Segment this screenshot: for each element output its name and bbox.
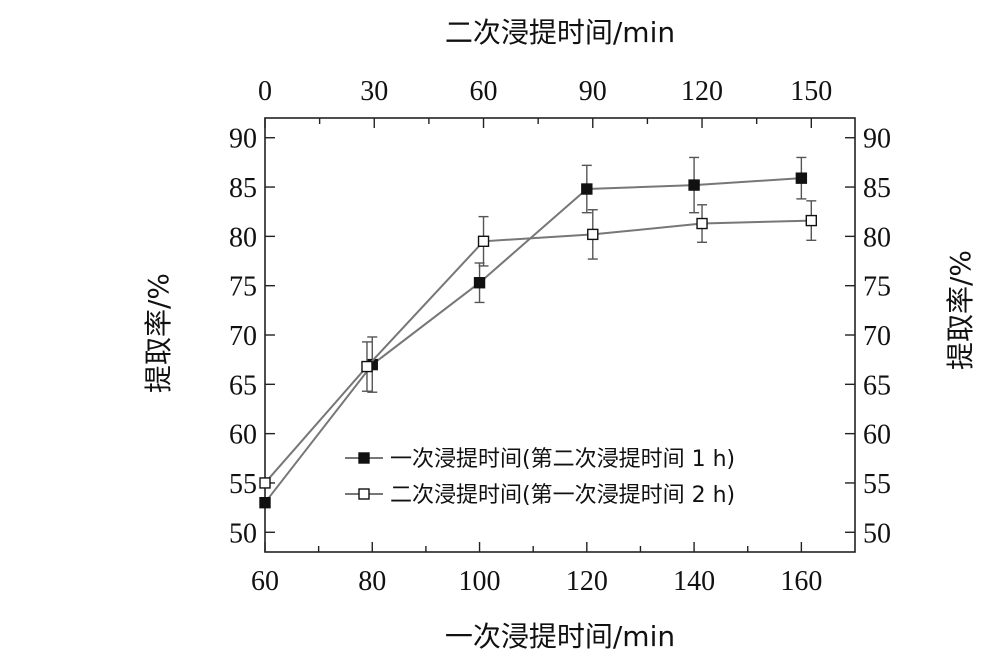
x-top-title: 二次浸提时间/min xyxy=(445,16,675,49)
x-top-tick-label: 30 xyxy=(360,76,388,107)
y-left-tick-label: 50 xyxy=(229,518,257,549)
legend-label: 二次浸提时间(第一次浸提时间 2 h) xyxy=(390,483,735,508)
y-left-title: 提取率/% xyxy=(142,273,175,393)
data-point xyxy=(688,179,700,191)
x-top-tick-label: 60 xyxy=(470,76,498,107)
x-bottom-tick-label: 100 xyxy=(459,566,501,597)
data-point xyxy=(259,477,271,489)
x-bottom-tick-label: 60 xyxy=(251,566,279,597)
data-point xyxy=(795,172,808,184)
x-bottom-tick-label: 140 xyxy=(673,566,715,597)
y-left-tick-label: 85 xyxy=(229,173,257,204)
series-layer xyxy=(259,156,817,509)
y-right-tick-label: 70 xyxy=(863,321,891,352)
y-right-title: 提取率/% xyxy=(944,250,977,370)
series-2 xyxy=(259,200,817,489)
data-point xyxy=(587,228,599,241)
y-left-tick-label: 75 xyxy=(229,272,257,303)
series-line xyxy=(264,219,812,484)
data-point xyxy=(473,277,486,289)
y-left-tick-label: 70 xyxy=(229,321,257,352)
bottom-axis: 60 80 100 120 140 160 xyxy=(251,542,822,597)
y-right-tick-label: 90 xyxy=(863,124,891,155)
data-point xyxy=(477,235,490,247)
data-point xyxy=(696,217,708,230)
y-right-tick-label: 65 xyxy=(863,370,891,401)
legend: 一次浸提时间(第二次浸提时间 1 h) 二次浸提时间(第一次浸提时间 2 h) xyxy=(345,447,735,508)
y-right-tick-label: 75 xyxy=(863,272,891,303)
series-line xyxy=(264,177,802,504)
right-axis: 50 55 60 65 70 75 80 85 90 xyxy=(845,124,891,549)
data-point xyxy=(361,360,373,373)
y-left-tick-label: 80 xyxy=(229,222,257,253)
y-right-tick-label: 55 xyxy=(863,469,891,500)
data-point xyxy=(581,183,593,195)
y-left-tick-label: 60 xyxy=(229,420,257,451)
data-point xyxy=(259,496,271,509)
x-bottom-tick-label: 120 xyxy=(566,566,608,597)
x-bottom-tick-label: 160 xyxy=(780,566,822,597)
y-right-tick-label: 50 xyxy=(863,518,891,549)
x-top-tick-label: 90 xyxy=(579,76,607,107)
x-top-tick-label: 120 xyxy=(681,76,723,107)
x-top-tick-label: 0 xyxy=(258,76,272,107)
top-axis: 0 30 60 90 120 150 xyxy=(258,76,832,128)
y-left-tick-label: 55 xyxy=(229,469,257,500)
y-right-tick-label: 85 xyxy=(863,173,891,204)
x-bottom-title: 一次浸提时间/min xyxy=(445,620,675,653)
legend-label: 一次浸提时间(第二次浸提时间 1 h) xyxy=(390,447,735,472)
legend-marker xyxy=(358,452,370,464)
x-top-tick-label: 150 xyxy=(790,76,832,107)
y-left-tick-label: 65 xyxy=(229,370,257,401)
y-left-tick-label: 90 xyxy=(229,124,257,155)
y-right-tick-label: 60 xyxy=(863,420,891,451)
left-axis: 50 55 60 65 70 75 80 85 90 xyxy=(229,124,275,549)
y-right-tick-label: 80 xyxy=(863,222,891,253)
data-point xyxy=(805,214,817,227)
x-bottom-tick-label: 80 xyxy=(358,566,386,597)
legend-marker xyxy=(358,488,370,500)
